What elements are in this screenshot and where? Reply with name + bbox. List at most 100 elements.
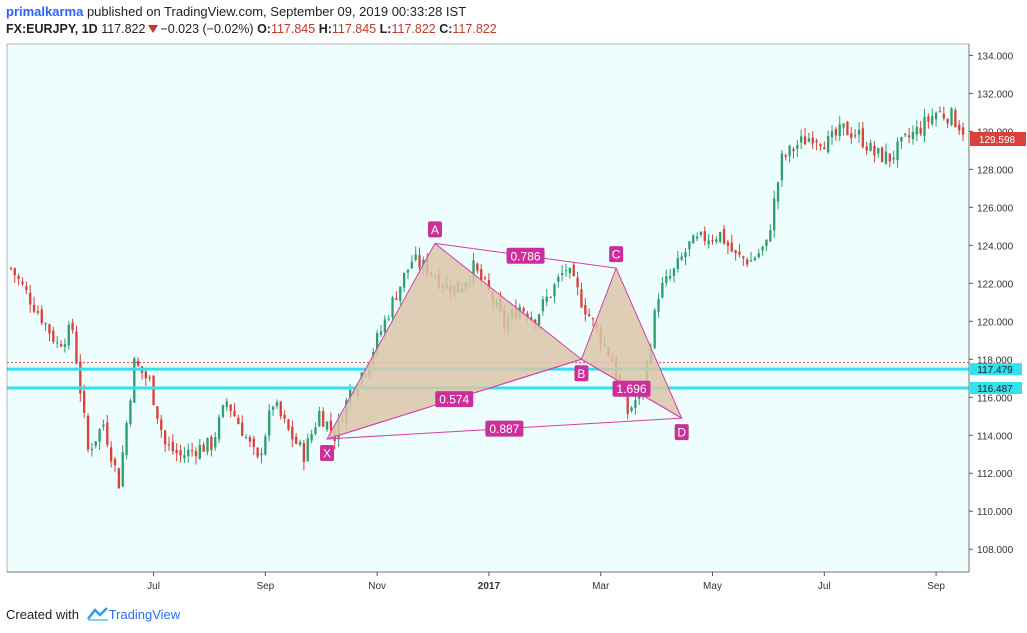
candle-body: [672, 268, 676, 276]
candle-body: [792, 148, 795, 152]
x-tick-label: Sep: [256, 581, 274, 592]
support-level-label: 116.487: [977, 384, 1013, 395]
candle-body: [661, 282, 664, 298]
candle-body: [634, 399, 637, 409]
author-name[interactable]: primalkarma: [6, 4, 84, 19]
candle-body: [692, 235, 695, 244]
candle-body: [699, 231, 703, 235]
pattern-ratio-label: 0.887: [489, 422, 519, 436]
candle-body: [117, 468, 121, 489]
candle-body: [653, 310, 656, 348]
candle-body: [298, 441, 302, 445]
candle-body: [757, 253, 760, 258]
candle-body: [541, 299, 545, 312]
candle-body: [904, 133, 907, 136]
candle-body: [98, 429, 101, 442]
candle-body: [719, 231, 722, 242]
candle-body: [676, 258, 679, 270]
candle-body: [776, 182, 780, 202]
candle-body: [13, 268, 16, 276]
pattern-ratio-label: 0.574: [439, 393, 469, 407]
y-tick-label: 112.000: [977, 469, 1013, 480]
candle-body: [830, 131, 834, 138]
price-change: −0.023 (−0.02%): [160, 22, 254, 36]
tradingview-brand[interactable]: TradingView: [108, 607, 181, 622]
y-tick-label: 114.000: [977, 431, 1013, 442]
candle-body: [56, 342, 59, 344]
candle-body: [52, 330, 55, 342]
candle-body: [711, 240, 714, 242]
pattern-point-badge: [574, 365, 589, 382]
candle-body: [746, 259, 749, 265]
plot-border: [6, 43, 970, 573]
candle-body: [580, 289, 583, 308]
candle-body: [927, 116, 930, 122]
candle-body: [302, 442, 306, 462]
low-label: L:: [379, 22, 392, 36]
candle-body: [171, 441, 174, 452]
candle-body: [572, 264, 575, 277]
pattern-point-badge: [427, 221, 442, 238]
axes-layer: 134.000132.000130.000128.000126.000124.0…: [6, 43, 1026, 592]
current-price-label: 129.598: [979, 135, 1016, 146]
candle-body: [695, 236, 699, 239]
candle-body: [194, 451, 198, 457]
candle-body: [472, 260, 475, 283]
candle-body: [807, 138, 811, 142]
y-tick-label: 122.000: [977, 279, 1014, 290]
x-tick-label: Jul: [818, 581, 831, 592]
candle-body: [106, 422, 109, 445]
candle-body: [911, 132, 915, 140]
candle-body: [584, 305, 587, 315]
candle-body: [765, 239, 768, 247]
candle-body: [668, 276, 672, 279]
candle-body: [136, 360, 140, 366]
candle-body: [838, 124, 841, 136]
y-tick-label: 118.000: [977, 355, 1013, 366]
candle-body: [919, 127, 922, 134]
candle-body: [271, 406, 275, 410]
candle-body: [102, 424, 105, 427]
candle-body: [888, 153, 891, 162]
symbol: FX:EURJPY, 1D: [6, 22, 98, 36]
candle-body: [418, 255, 421, 268]
candle-body: [237, 417, 240, 425]
candle-body: [256, 447, 259, 457]
candle-body: [788, 145, 791, 157]
pattern-point-badge: [320, 445, 335, 462]
candle-body: [291, 426, 294, 440]
candle-body: [125, 423, 128, 456]
candle-body: [21, 281, 24, 284]
candle-body: [665, 276, 668, 283]
candle-body: [310, 433, 313, 441]
candle-body: [325, 421, 329, 430]
candle-body: [229, 404, 232, 412]
candle-body: [850, 133, 853, 138]
candle-body: [375, 333, 379, 351]
candle-body: [880, 147, 884, 162]
candle-body: [742, 256, 745, 259]
candle-body: [961, 127, 965, 135]
candle-body: [268, 410, 271, 436]
candle-body: [934, 112, 938, 120]
support-level-label: 117.479: [977, 365, 1013, 376]
candle-body: [40, 309, 43, 324]
candle-body: [206, 437, 209, 452]
candle-body: [877, 148, 880, 154]
x-tick-label: 2017: [478, 581, 501, 592]
candle-body: [568, 267, 572, 274]
candle-body: [769, 230, 772, 242]
pattern-ratio-badge: [485, 420, 524, 437]
y-tick-label: 134.000: [977, 51, 1014, 62]
pattern-ratio-badge: [612, 380, 651, 397]
candle-body: [715, 239, 718, 242]
candle-body: [318, 410, 321, 427]
published-text: published on TradingView.com, September …: [86, 4, 467, 19]
candle-body: [83, 391, 86, 413]
candle-body: [842, 123, 845, 128]
candle-body: [399, 286, 402, 302]
y-tick-label: 128.000: [977, 165, 1014, 176]
candle-body: [129, 400, 132, 424]
candle-body: [846, 121, 849, 136]
